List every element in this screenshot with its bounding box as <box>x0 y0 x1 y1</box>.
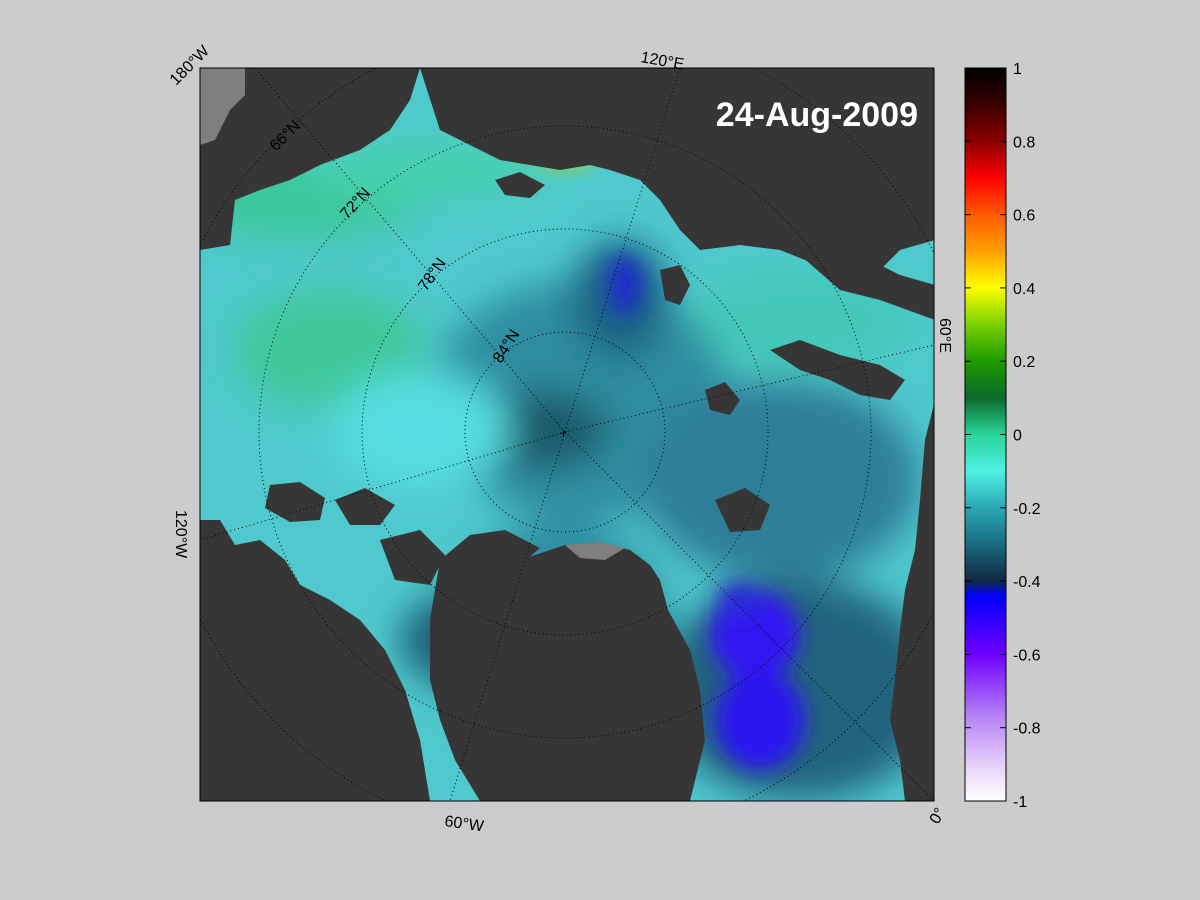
scandinavia <box>890 404 934 801</box>
colorbar-ticks: 1 0.8 0.6 0.4 0.2 0 -0.2 -0.4 -0.6 -0.8 -1 <box>965 61 1041 811</box>
colorbar-tick-label: 1 <box>1013 61 1022 78</box>
colorbar-tick-label: -0.8 <box>1013 721 1041 738</box>
parallel-72n <box>258 125 872 739</box>
colorbar-tick-label: 0 <box>1013 428 1022 445</box>
land <box>200 68 934 801</box>
colorbar-tick-label: 0.4 <box>1013 281 1035 298</box>
parallel-84n <box>464 331 666 533</box>
lon-label-120w: 120°W <box>172 510 189 559</box>
lon-label-0: 0° <box>927 805 949 827</box>
ocean-low-anomaly <box>607 255 805 770</box>
island-3 <box>295 600 350 665</box>
new-siberian-islands <box>495 172 545 198</box>
meridian-5 <box>449 431 566 801</box>
franz-josef-land <box>705 382 740 415</box>
island-1 <box>335 488 395 525</box>
date-label: 24-Aug-2009 <box>716 96 918 134</box>
ice-shelf <box>200 68 625 560</box>
colorbar-tick-label: -0.2 <box>1013 501 1041 518</box>
ellesmere-island <box>430 530 540 620</box>
colorbar-tick-label: -0.6 <box>1013 647 1041 664</box>
siberia-east <box>420 68 934 280</box>
meridian-6 <box>564 431 934 801</box>
map-panel: + <box>200 68 934 801</box>
colorbar-gradient <box>964 67 1007 802</box>
island-4 <box>340 670 395 745</box>
alaska <box>200 68 420 250</box>
colorbar-tick-label: -0.4 <box>1013 574 1041 591</box>
north-pole-marker: + <box>560 426 567 440</box>
island-2 <box>380 530 445 585</box>
colorbar-tick-label: 0.2 <box>1013 354 1035 371</box>
colorbar-tick-label: 0.8 <box>1013 134 1035 151</box>
colorbar-tick-label: -1 <box>1013 794 1027 811</box>
parallel-78n <box>361 228 769 636</box>
greenland <box>430 542 705 801</box>
colorbar: 1 0.8 0.6 0.4 0.2 0 -0.2 -0.4 -0.6 -0.8 -1 <box>964 61 1041 811</box>
graticule <box>200 68 934 801</box>
lon-label-60e: 60°E <box>936 318 953 353</box>
colorbar-tick-label: 0.6 <box>1013 208 1035 225</box>
taymyr <box>800 255 934 320</box>
labrador <box>200 760 270 801</box>
baffin-coast <box>265 482 325 522</box>
novaya-zemlya <box>770 340 905 400</box>
lon-label-60w: 60°W <box>443 813 485 835</box>
map-frame <box>199 67 935 802</box>
severnaya-zemlya <box>660 265 690 305</box>
